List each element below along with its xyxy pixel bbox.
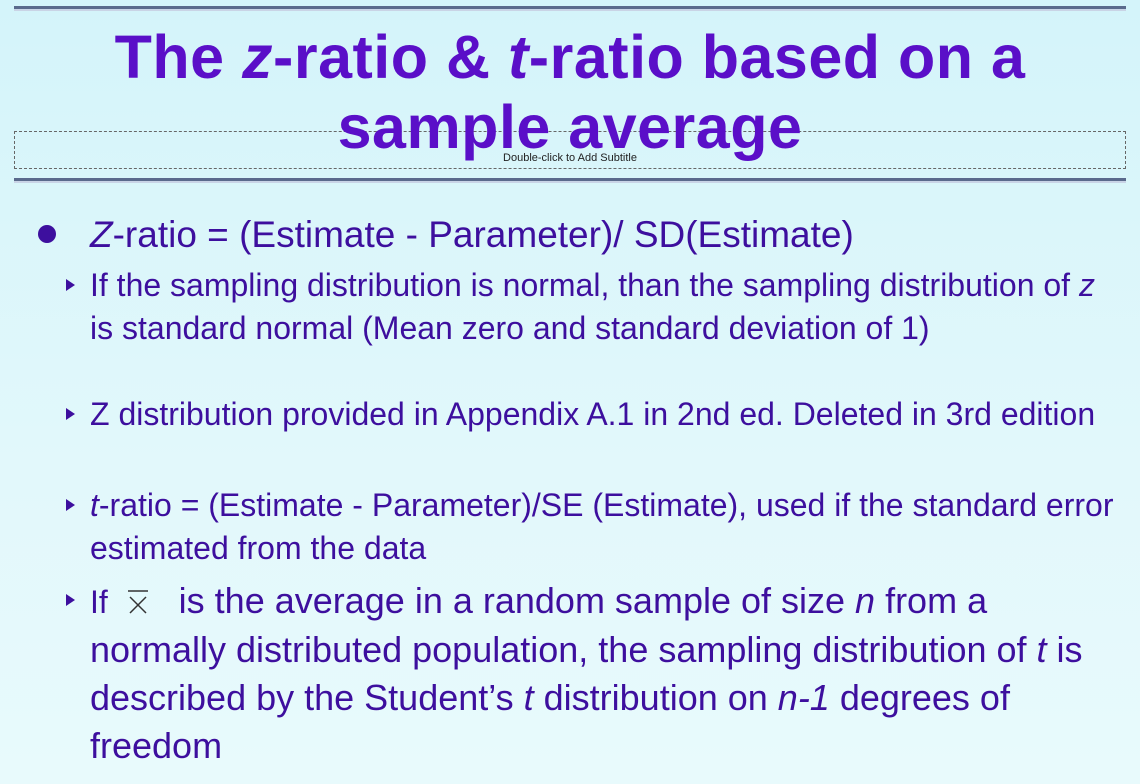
title-text: -ratio based on a [528,23,1026,91]
italic-z: z [1078,267,1095,303]
top-rule [14,6,1126,9]
sub-bullet-student-t: If is the average in a random sample of … [90,577,1120,770]
bullet-dot-icon [38,225,56,243]
text: is described by the Student’s [90,629,1083,718]
subtitle-placeholder-text: Double-click to Add Subtitle [503,152,637,164]
title-t: t [507,23,529,91]
subtitle-placeholder-box[interactable] [14,131,1126,169]
text: is standard normal (Mean zero and standa… [90,310,930,346]
title-line-2: sample average [337,93,803,161]
text: If the sampling distribution is normal, … [90,267,1079,303]
text: distribution on [533,677,778,718]
title-text: The [114,23,243,91]
triangle-bullet-icon [66,594,75,606]
italic-n-minus-1: n-1 [777,677,830,718]
title-z: z [242,23,274,91]
bottom-rule [14,178,1126,181]
italic-n: n [855,580,876,621]
triangle-bullet-icon [66,408,75,420]
text: -ratio = (Estimate - Parameter)/SE (Esti… [90,487,1114,566]
italic-t: t [1036,629,1047,670]
italic-z: Z [90,214,113,255]
italic-t: t [90,487,99,523]
bullet-z-ratio: Z-ratio = (Estimate - Parameter)/ SD(Est… [90,213,854,257]
sub-bullet-appendix: Z distribution provided in Appendix A.1 … [90,393,1120,436]
triangle-bullet-icon [66,279,75,291]
text: from a normally distributed population, … [90,580,1037,670]
title-text: -ratio & [273,23,508,91]
text: Z distribution provided in Appendix A.1 … [90,396,1096,432]
text: is the average in a random sample of siz… [168,580,856,621]
italic-t: t [523,677,534,718]
triangle-bullet-icon [66,499,75,511]
bullet-text: -ratio = (Estimate - Parameter)/ SD(Esti… [112,214,854,255]
x-bar-symbol-icon [117,587,169,617]
text: If [90,584,117,620]
sub-bullet-t-ratio: t-ratio = (Estimate - Parameter)/SE (Est… [90,484,1120,570]
text: degrees of freedom [90,677,1010,766]
sub-bullet-normal: If the sampling distribution is normal, … [90,264,1120,350]
slide-title: The z-ratio & t-ratio based on a sample … [0,22,1140,162]
